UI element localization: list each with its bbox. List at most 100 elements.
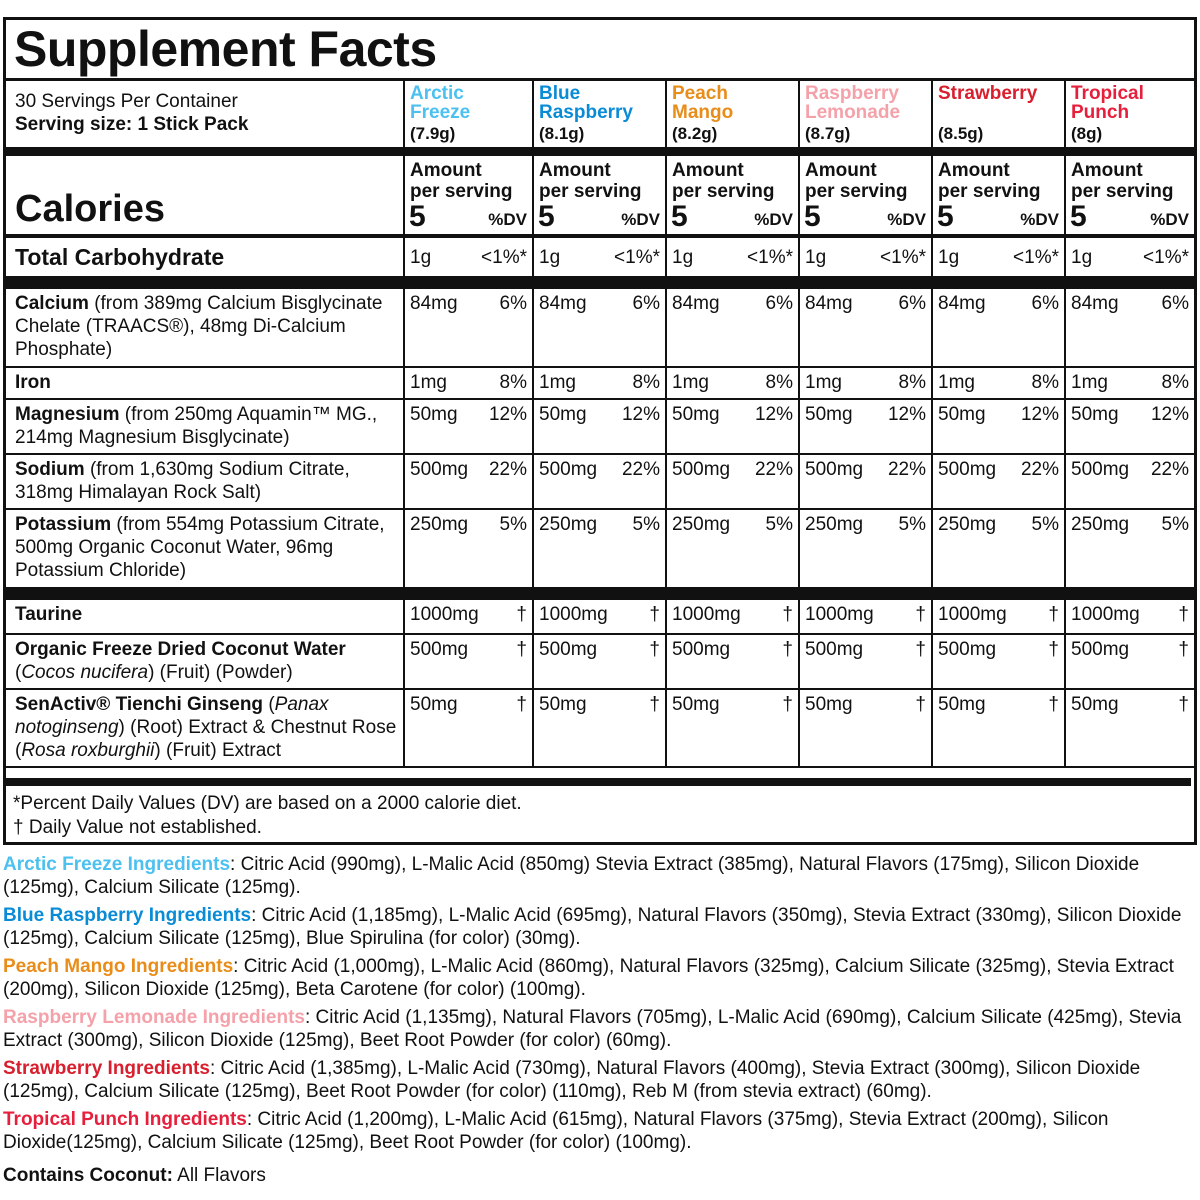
daily-value: 5% — [1161, 514, 1189, 535]
nutrient-value-cell: 1g <1%* — [532, 237, 666, 278]
nutrient-value-cell: 84mg 6% — [1064, 289, 1194, 368]
ingredient-flavor-name: Peach Mango Ingredients — [3, 956, 234, 977]
nutrient-name: Magnesium — [15, 404, 120, 425]
daily-value: <1%* — [880, 246, 926, 268]
daily-value: † — [1048, 604, 1059, 625]
value-pair: 50mg 12% — [1066, 400, 1194, 426]
per-serving-label: per serving — [1071, 181, 1174, 202]
daily-value: 22% — [1150, 459, 1189, 480]
daily-value: † — [649, 639, 660, 660]
amount-value: 84mg — [938, 293, 986, 314]
ingredients-list: Arctic Freeze Ingredients: Citric Acid (… — [3, 853, 1198, 1159]
value-pair: 1mg 8% — [800, 368, 931, 394]
nutrient-row: Organic Freeze Dried Coconut Water (Coco… — [6, 634, 1194, 690]
per-serving-label: per serving — [410, 181, 513, 202]
nutrient-name: Organic Freeze Dried Coconut Water — [15, 639, 346, 660]
calories-cell: Amount per serving 5 %DV — [798, 156, 932, 236]
nutrient-value-cell: 500mg 22% — [665, 454, 799, 510]
nutrient-value-cell: 1000mg † — [665, 600, 799, 635]
amount-value: 50mg — [938, 694, 986, 715]
ingredient-text: : Citric Acid (990mg), L-Malic Acid (850… — [3, 854, 1140, 898]
nutrient-value-cell: 50mg 12% — [1064, 399, 1194, 455]
nutrient-row: Potassium (from 554mg Potassium Citrate,… — [6, 509, 1194, 589]
serving-size: Serving size: 1 Stick Pack — [15, 114, 249, 135]
servings-per-container: 30 Servings Per Container — [15, 91, 238, 112]
daily-value: 12% — [754, 404, 793, 425]
daily-value: <1%* — [481, 246, 527, 268]
calories-cell: Amount per serving 5 %DV — [403, 156, 533, 236]
contains-statement: Contains Coconut: All Flavors — [3, 1165, 266, 1187]
value-pair: 500mg 22% — [534, 455, 665, 481]
amount-value: 500mg — [410, 459, 469, 480]
amount-per-serving: Amount per serving 5 %DV — [405, 156, 532, 234]
value-pair: 1g <1%* — [534, 246, 665, 269]
daily-value: 6% — [632, 293, 660, 314]
serving-weight: (8.7g) — [805, 124, 851, 143]
nutrient-value-cell: 84mg 6% — [403, 289, 533, 368]
value-pair: 50mg † — [667, 690, 798, 716]
daily-value: 5% — [1031, 514, 1059, 535]
nutrient-detail: (from 1,630mg Sodium Citrate, 318mg Hima… — [15, 459, 350, 503]
value-pair: 50mg 12% — [800, 400, 931, 426]
amount-value: 50mg — [805, 404, 853, 425]
ingredient-flavor-name: Arctic Freeze Ingredients — [3, 854, 231, 875]
amount-value: 1000mg — [410, 604, 479, 625]
daily-value: † — [915, 694, 926, 715]
flavor-name-line-1: Peach — [672, 83, 728, 104]
amount-value: 50mg — [805, 694, 853, 715]
calories-value: 5 — [409, 200, 426, 233]
nutrient-value-cell: 1mg 8% — [665, 367, 799, 400]
value-pair: 500mg † — [667, 635, 798, 661]
dv-header: %DV — [754, 210, 793, 229]
amount-value: 250mg — [1071, 514, 1130, 535]
amount-value: 1g — [672, 246, 694, 268]
flavor-name-line-1: Arctic — [410, 83, 464, 104]
nutrient-label: Total Carbohydrate — [6, 237, 404, 278]
contains-label: Contains Coconut: — [3, 1165, 173, 1186]
nutrient-value-cell: 1g <1%* — [665, 237, 799, 278]
nutrient-value-cell: 50mg † — [798, 689, 932, 768]
nutrient-value-cell: 84mg 6% — [665, 289, 799, 368]
nutrient-value-cell: 50mg † — [403, 689, 533, 768]
daily-value: 12% — [488, 404, 527, 425]
amount-value: 50mg — [672, 694, 720, 715]
flavor-name-line-2: Lemonade — [805, 102, 901, 123]
daily-value: <1%* — [614, 246, 660, 268]
ingredient-text: : Citric Acid (1,000mg), L-Malic Acid (8… — [3, 956, 1174, 1000]
flavor-name: Blue Raspberry (8.1g) — [534, 81, 665, 147]
amount-label: Amount — [938, 160, 1010, 181]
ingredient-paragraph: Peach Mango Ingredients: Citric Acid (1,… — [3, 955, 1198, 1001]
nutrient-row: Calcium (from 389mg Calcium Bisglycinate… — [6, 289, 1194, 368]
nutrient-name: Sodium — [15, 459, 85, 480]
amount-value: 500mg — [672, 639, 731, 660]
nutrient-value-cell: 1000mg † — [798, 600, 932, 635]
nutrient-name: Total Carbohydrate — [15, 243, 225, 270]
daily-value: 8% — [898, 372, 926, 393]
nutrient-label: Organic Freeze Dried Coconut Water (Coco… — [6, 634, 404, 690]
daily-value: <1%* — [1013, 246, 1059, 268]
per-serving-label: per serving — [938, 181, 1041, 202]
value-pair: 1mg 8% — [933, 368, 1064, 394]
amount-value: 84mg — [1071, 293, 1119, 314]
per-serving-label: per serving — [539, 181, 642, 202]
value-pair: 1mg 8% — [405, 368, 532, 394]
dv-header: %DV — [1020, 210, 1059, 229]
daily-value: † — [915, 604, 926, 625]
value-pair: 500mg † — [405, 635, 532, 661]
amount-value: 50mg — [539, 694, 587, 715]
footnotes: *Percent Daily Values (DV) are based on … — [3, 778, 1191, 840]
nutrient-detail: ) (Fruit) (Powder) — [148, 662, 293, 683]
nutrient-detail: ( — [15, 662, 22, 683]
daily-value: 22% — [621, 459, 660, 480]
serving-weight: (7.9g) — [410, 124, 456, 143]
amount-value: 500mg — [938, 639, 997, 660]
amount-value: 1mg — [1071, 372, 1108, 393]
nutrient-row: SenActiv® Tienchi Ginseng (Panax notogin… — [6, 689, 1194, 768]
amount-value: 250mg — [539, 514, 598, 535]
value-pair: 500mg † — [1066, 635, 1194, 661]
nutrient-value-cell: 50mg † — [931, 689, 1065, 768]
nutrient-row: Taurine 1000mg † 1000mg † 1000mg † 1000mg † 1000m… — [6, 600, 1194, 635]
amount-value: 500mg — [539, 639, 598, 660]
value-pair: 50mg † — [405, 690, 532, 716]
amount-value: 1000mg — [672, 604, 741, 625]
